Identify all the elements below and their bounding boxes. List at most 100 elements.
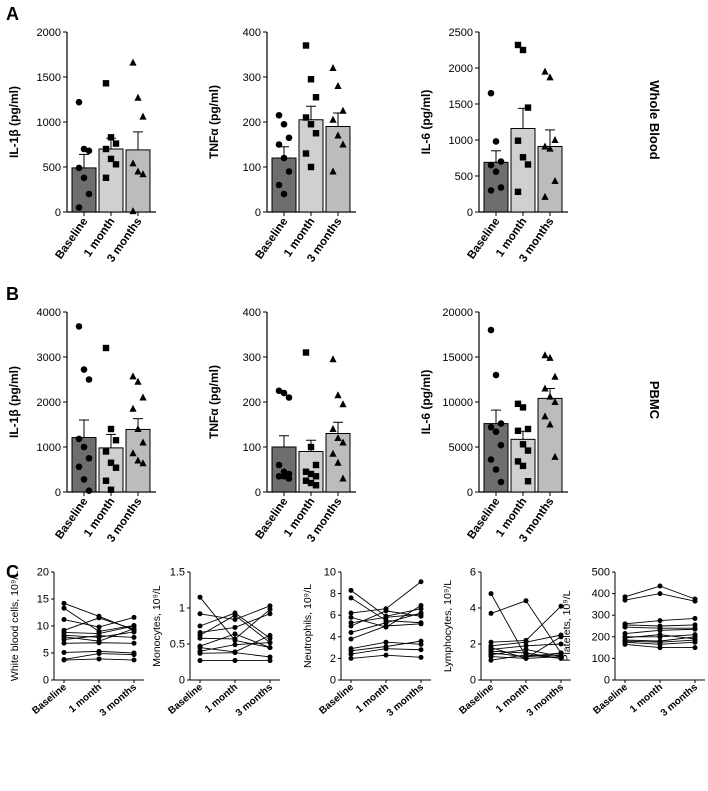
y-tick-label: 100: [592, 653, 610, 665]
y-axis-title: IL-1β (pg/ml): [7, 86, 21, 158]
y-tick-label: 0: [467, 207, 473, 219]
subject-point: [348, 636, 354, 642]
data-point-square: [102, 145, 110, 153]
data-point-square: [307, 121, 315, 128]
data-point-circle: [497, 420, 505, 427]
data-point-triangle: [334, 391, 342, 399]
y-axis-title: TNFα (pg/ml): [207, 85, 221, 159]
side-label-whole-blood: Whole Blood: [647, 80, 662, 159]
subject-point: [131, 626, 137, 632]
data-point-circle: [492, 168, 500, 175]
data-point-square: [524, 425, 532, 433]
subject-point: [657, 583, 663, 589]
data-point-square: [107, 486, 115, 493]
data-point-triangle: [546, 392, 554, 400]
subject-point: [692, 626, 698, 632]
subject-point: [197, 645, 203, 651]
x-tick-label: 3 months: [659, 682, 700, 719]
subject-point: [488, 610, 494, 616]
data-point-triangle: [134, 456, 142, 464]
data-point-square: [102, 448, 110, 455]
y-tick-label: 6: [330, 610, 336, 622]
subject-point: [197, 650, 203, 656]
y-tick-label: 5000: [449, 442, 473, 454]
subject-point: [657, 627, 663, 633]
data-point-triangle: [139, 459, 147, 467]
y-tick-label: 0: [55, 207, 61, 219]
data-point-square: [102, 344, 110, 352]
subject-point: [197, 658, 203, 664]
subject-point: [197, 623, 203, 629]
data-point-square: [312, 94, 320, 101]
data-point-square: [102, 80, 110, 87]
data-point-circle: [80, 366, 88, 373]
subject-point: [267, 658, 273, 664]
y-tick-label: 0: [55, 487, 61, 499]
data-point-square: [307, 443, 315, 451]
data-point-square: [302, 150, 310, 157]
data-point-triangle: [334, 82, 342, 89]
data-point-square: [514, 188, 522, 196]
panel-label-b: B: [6, 284, 19, 304]
subject-point: [348, 610, 354, 616]
subject-point: [267, 611, 273, 617]
y-axis-title: TNFα (pg/ml): [207, 365, 221, 439]
y-tick-label: 0: [179, 675, 185, 687]
subject-point: [61, 637, 67, 642]
data-point-square: [514, 137, 522, 144]
subject-point: [267, 606, 273, 612]
data-point-square: [519, 404, 527, 411]
subject-point: [383, 623, 389, 629]
data-point-square: [307, 76, 315, 83]
data-point-circle: [285, 394, 293, 401]
y-tick-label: 0: [255, 207, 261, 219]
subject-point: [523, 598, 529, 604]
data-point-circle: [280, 120, 288, 128]
data-point-circle: [285, 134, 293, 142]
subject-point: [657, 645, 663, 651]
subject-point: [558, 603, 564, 609]
y-tick-label: 2000: [37, 397, 61, 409]
data-point-circle: [280, 154, 288, 162]
bar-2: [537, 397, 563, 493]
data-point-circle: [497, 158, 505, 165]
side-label-pbmc: PBMC: [647, 381, 662, 420]
data-point-square: [102, 174, 110, 181]
data-point-triangle: [339, 438, 347, 446]
subject-point: [96, 640, 102, 646]
y-tick-label: 0: [330, 675, 336, 687]
data-point-triangle: [546, 353, 554, 361]
y-tick-label: 1000: [449, 135, 473, 147]
subject-point: [267, 632, 273, 638]
data-point-triangle: [541, 142, 549, 150]
y-tick-label: 15: [37, 594, 49, 606]
subject-point: [692, 645, 698, 651]
data-point-circle: [487, 326, 495, 334]
data-point-circle: [80, 443, 88, 451]
y-tick-label: 2: [470, 639, 476, 651]
data-point-triangle: [541, 192, 549, 200]
data-point-triangle: [329, 115, 337, 123]
data-point-circle: [75, 164, 83, 172]
y-tick-label: 15000: [442, 352, 473, 364]
subject-point: [267, 640, 273, 646]
y-tick-label: 300: [243, 352, 261, 364]
y-tick-label: 10000: [442, 397, 473, 409]
y-axis-title: Lymphocytes, 10⁹/L: [442, 580, 454, 672]
data-point-circle: [487, 161, 495, 169]
data-point-circle: [275, 387, 283, 395]
data-point-circle: [275, 461, 283, 469]
subject-point: [488, 654, 494, 660]
data-point-square: [524, 447, 532, 454]
data-point-circle: [492, 138, 500, 145]
data-point-circle: [492, 466, 500, 473]
data-point-square: [312, 482, 320, 489]
x-tick-label: 3 months: [385, 682, 426, 719]
data-point-circle: [275, 141, 283, 148]
subject-point: [61, 600, 67, 606]
data-point-triangle: [134, 377, 142, 385]
data-point-square: [107, 155, 115, 163]
data-point-triangle: [129, 372, 137, 380]
